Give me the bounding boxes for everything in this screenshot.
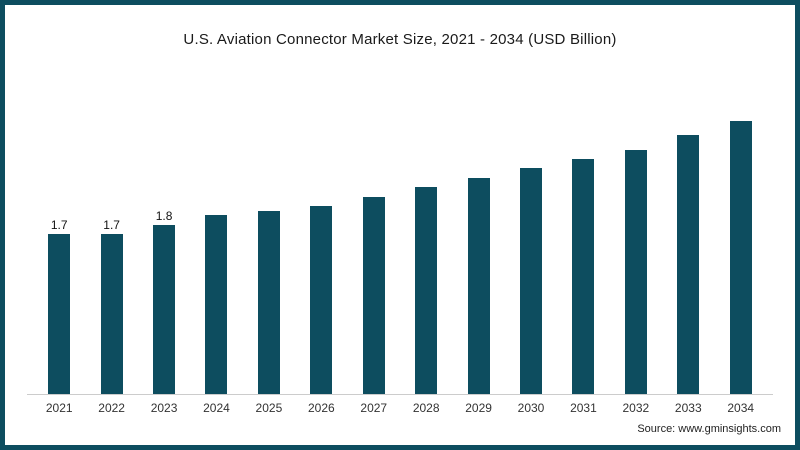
bar bbox=[520, 168, 542, 394]
bar-column bbox=[557, 141, 609, 394]
x-axis-label: 2034 bbox=[727, 401, 755, 415]
x-axis-label: 2023 bbox=[150, 401, 178, 415]
chart-title: U.S. Aviation Connector Market Size, 202… bbox=[183, 31, 617, 48]
x-axis-label: 2021 bbox=[45, 401, 73, 415]
x-axis-label: 2025 bbox=[255, 401, 283, 415]
bar-column bbox=[295, 188, 347, 394]
bar bbox=[153, 225, 176, 394]
bar-column bbox=[190, 197, 242, 394]
x-axis-label: 2022 bbox=[98, 401, 125, 415]
x-axis-label: 2027 bbox=[360, 401, 388, 415]
source-text: Source: www.gminsights.com bbox=[637, 423, 781, 435]
bar-column bbox=[348, 179, 400, 394]
x-axis-label: 2031 bbox=[570, 401, 597, 415]
x-axis-label: 2028 bbox=[412, 401, 440, 415]
bar-value-label: 1.7 bbox=[103, 218, 120, 232]
bar bbox=[205, 215, 228, 394]
bar bbox=[100, 234, 123, 394]
plot-wrap: 1.7 1.7 1.8 2021 2022 2023 2024 2025 2026 2027 20… bbox=[5, 63, 795, 415]
bar-column bbox=[452, 160, 504, 394]
bar bbox=[677, 135, 700, 394]
x-axis-label: 2026 bbox=[307, 401, 335, 415]
bar-column bbox=[714, 103, 766, 394]
bar bbox=[467, 178, 490, 394]
bar bbox=[729, 121, 752, 394]
bar-value-label: 1.7 bbox=[50, 218, 68, 232]
bar-column bbox=[400, 169, 452, 394]
bar-column bbox=[243, 193, 295, 394]
x-axis-label: 2024 bbox=[203, 401, 230, 415]
bar-column bbox=[662, 117, 714, 394]
x-axis-label: 2032 bbox=[622, 401, 650, 415]
x-axis-row: 2021 2022 2023 2024 2025 2026 2027 2028 2029 2030… bbox=[27, 401, 773, 415]
bar bbox=[310, 206, 333, 394]
x-axis-label: 2030 bbox=[517, 401, 545, 415]
bar-column bbox=[610, 132, 662, 394]
bar bbox=[48, 234, 71, 394]
bar bbox=[572, 159, 595, 394]
bar-column: 1.7 bbox=[33, 216, 85, 394]
bar bbox=[624, 150, 647, 394]
bar bbox=[257, 211, 280, 394]
bar bbox=[415, 187, 438, 394]
bar-column: 1.8 bbox=[138, 207, 190, 394]
bar bbox=[362, 197, 385, 394]
x-axis-label: 2029 bbox=[465, 401, 492, 415]
bar-column bbox=[505, 150, 557, 394]
bar-column: 1.7 bbox=[85, 216, 137, 394]
plot-area: 1.7 1.7 1.8 bbox=[27, 63, 773, 395]
x-axis-label: 2033 bbox=[674, 401, 702, 415]
bar-value-label: 1.8 bbox=[155, 209, 173, 223]
